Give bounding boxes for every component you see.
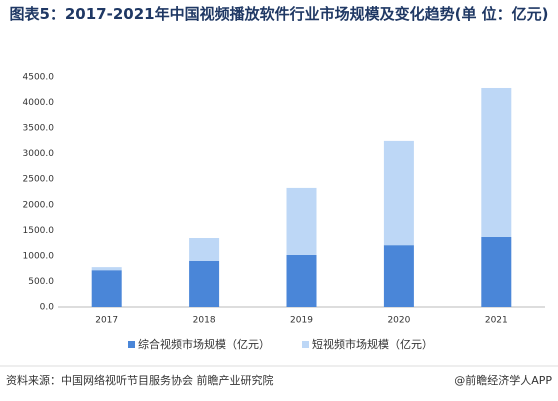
legend-swatch (302, 341, 309, 348)
x-tick-label: 2021 (485, 316, 508, 326)
source: 资料来源：中国网络视听节目服务协会 前瞻产业研究院 (6, 373, 274, 387)
x-tick-label: 2019 (290, 316, 313, 326)
bar (91, 267, 122, 271)
y-tick-label: 3500.0 (23, 124, 55, 134)
y-tick-label: 1500.0 (23, 226, 55, 236)
bar (481, 87, 512, 237)
y-tick-label: 2000.0 (23, 200, 55, 210)
credit: @前瞻经济学人APP (454, 373, 552, 387)
bar (286, 187, 317, 255)
legend-label: 短视频市场规模（亿元） (312, 337, 433, 351)
bar (383, 245, 414, 307)
y-tick-label: 2500.0 (23, 175, 55, 185)
y-tick-label: 1000.0 (23, 251, 55, 261)
bar (91, 270, 122, 307)
legend-swatch (128, 341, 135, 348)
y-tick-label: 4000.0 (23, 98, 55, 108)
y-tick-label: 4500.0 (23, 73, 55, 83)
bar (189, 238, 220, 261)
bar (189, 261, 220, 307)
x-tick-label: 2018 (193, 316, 216, 326)
y-tick-label: 0.0 (40, 303, 55, 313)
y-tick-label: 3000.0 (23, 149, 55, 159)
bar (481, 236, 512, 307)
x-tick-label: 2017 (95, 316, 118, 326)
bar (383, 140, 414, 246)
legend-label: 综合视频市场规模（亿元） (138, 337, 270, 351)
y-tick-label: 500.0 (28, 277, 54, 287)
bar (286, 254, 317, 307)
x-tick-label: 2020 (387, 316, 410, 326)
chart-title: 图表5：2017-2021年中国视频播放软件行业市场规模及变化趋势(单 位：亿元… (9, 5, 549, 23)
